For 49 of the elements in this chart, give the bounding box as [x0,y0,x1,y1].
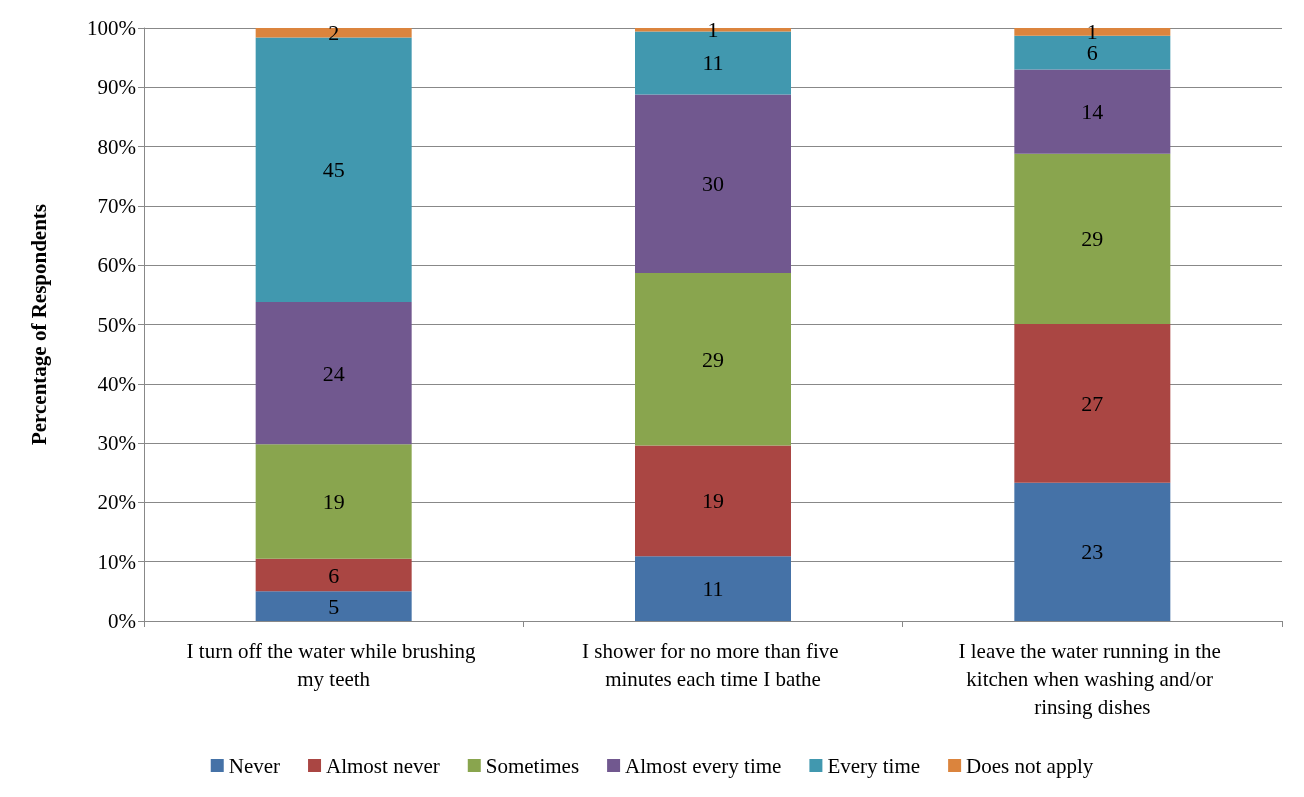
data-label: 5 [328,593,340,619]
y-tick-label: 10% [97,549,136,574]
y-tick-label: 100% [87,16,136,40]
y-tick-label: 60% [97,253,136,278]
bar [1014,323,1171,483]
data-label: 30 [702,171,724,197]
y-tick-label: 20% [97,490,136,515]
legend-label: Sometimes [485,753,580,778]
data-label: 6 [328,562,340,588]
y-tick-label: 40% [97,371,136,396]
data-label: 23 [1081,539,1104,565]
bar [255,28,412,38]
data-label: 11 [702,576,724,602]
data-label: 19 [322,489,345,515]
y-tick-label: 0% [108,609,136,633]
bar [1014,69,1171,154]
legend-label: Almost never [326,753,440,778]
data-label: 6 [1086,40,1098,66]
data-label: 29 [1081,226,1104,252]
legend-label: Every time [827,753,921,778]
data-label: 14 [1081,99,1104,125]
y-tick-label: 90% [97,75,136,100]
bar [255,444,412,559]
data-label: 11 [702,50,724,76]
data-label: 24 [322,360,345,386]
bar [635,94,791,273]
data-label: 19 [702,488,724,514]
y-tick-label: 50% [97,312,136,337]
x-tick-label: I turn off the water while brushing my teeth [186,639,481,691]
bar [635,272,791,446]
legend-label: Never [228,753,281,778]
legend-label: Almost every time [625,753,782,778]
y-tick-label: 80% [97,134,136,159]
x-tick-label: I leave the water running in the kitchen when washing and/or rinsing dishes [958,639,1227,719]
data-label: 27 [1081,390,1104,416]
bar [255,558,412,592]
legend-label: Does not apply [966,753,1094,778]
y-tick-label: 30% [97,431,136,456]
x-tick-label: I shower for no more than five minutes each time I bathe [582,639,844,691]
data-label: 45 [322,157,345,183]
bar [635,556,791,621]
bar [635,445,791,557]
bar [1014,153,1171,324]
data-label: 29 [702,346,724,372]
bar [1014,482,1171,621]
bar [255,301,412,445]
bar [255,591,412,621]
y-tick-label: 70% [97,193,136,218]
y-axis-title: Percentage of Respondents [26,203,51,446]
